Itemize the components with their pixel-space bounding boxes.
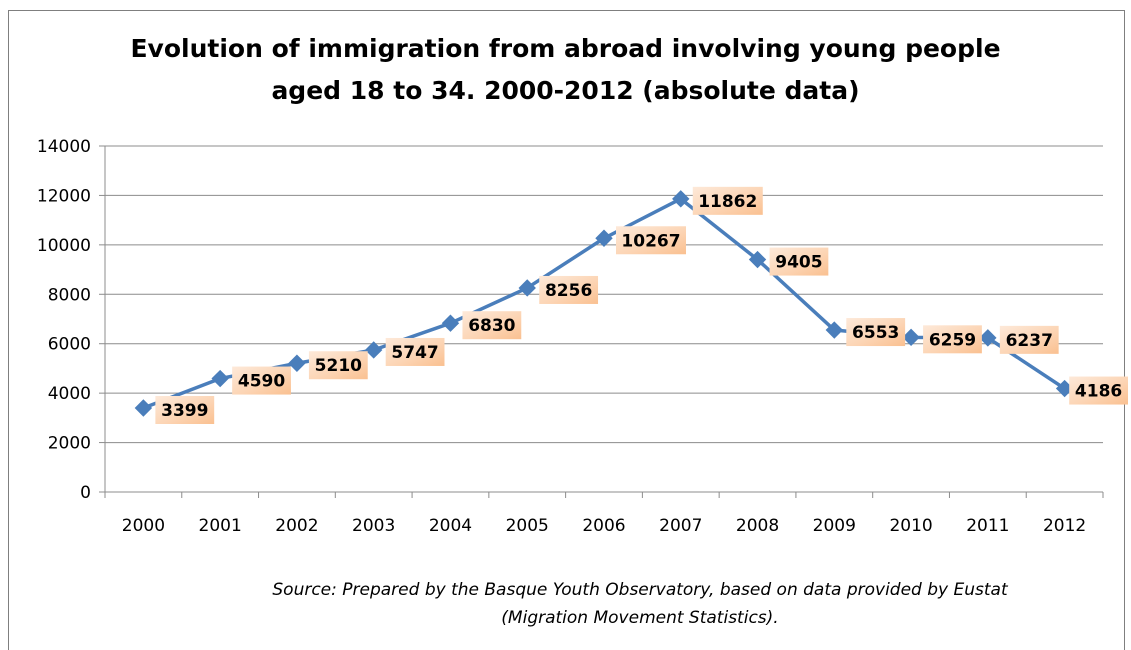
x-tick-label: 2005 — [506, 516, 549, 536]
x-tick-label: 2001 — [199, 516, 242, 536]
data-point-marker — [595, 229, 613, 247]
data-label-box — [308, 351, 368, 380]
data-label-box — [846, 318, 906, 347]
x-tick-label: 2010 — [889, 516, 932, 536]
x-tick-label: 2011 — [966, 516, 1009, 536]
data-label: 6237 — [1006, 331, 1053, 351]
data-label-box — [1069, 376, 1128, 405]
y-tick-label: 14000 — [37, 137, 91, 157]
data-label-box — [692, 186, 763, 215]
data-point-marker — [979, 329, 997, 347]
chart-title: Evolution of immigration from abroad inv… — [0, 28, 1131, 112]
data-label-box — [999, 325, 1059, 354]
x-tick-label: 2012 — [1043, 516, 1086, 536]
data-point-marker — [518, 279, 536, 297]
data-point-marker — [825, 321, 844, 339]
data-label: 6553 — [852, 323, 899, 343]
data-label: 6830 — [468, 316, 515, 336]
y-tick-label: 2000 — [48, 434, 91, 454]
data-label: 10267 — [621, 231, 680, 251]
data-point-marker — [134, 399, 153, 417]
data-label: 4186 — [1075, 382, 1122, 402]
y-tick-label: 12000 — [37, 186, 91, 206]
data-label-box — [923, 325, 982, 354]
data-label-box — [155, 395, 215, 424]
data-point-marker — [211, 369, 229, 388]
data-label: 9405 — [775, 253, 822, 273]
x-tick-label: 2009 — [813, 516, 856, 536]
data-label-box — [232, 366, 291, 395]
data-point-marker — [672, 190, 690, 208]
data-label: 4590 — [238, 372, 285, 392]
data-label: 6259 — [929, 330, 976, 350]
source-line-1: Source: Prepared by the Basque Youth Obs… — [272, 580, 1008, 600]
data-point-marker — [364, 341, 383, 359]
data-label-box — [769, 247, 829, 276]
data-point-marker — [441, 314, 460, 332]
data-point-marker — [748, 250, 767, 269]
x-tick-label: 2004 — [429, 516, 472, 536]
data-label: 11862 — [698, 192, 757, 212]
data-point-marker — [902, 328, 920, 347]
x-tick-label: 2003 — [352, 516, 395, 536]
data-label-box — [385, 337, 445, 366]
data-label-box — [616, 226, 686, 255]
x-tick-label: 2006 — [582, 516, 625, 536]
chart-title-line-2: aged 18 to 34. 2000-2012 (absolute data) — [271, 76, 860, 105]
source-line-2: (Migration Movement Statistics). — [501, 608, 779, 628]
x-tick-label: 2002 — [275, 516, 318, 536]
x-tick-label: 2008 — [736, 516, 779, 536]
data-label: 8256 — [545, 281, 592, 301]
y-tick-label: 0 — [80, 483, 91, 503]
x-tick-label: 2007 — [659, 516, 702, 536]
chart-title-line-1: Evolution of immigration from abroad inv… — [130, 34, 1001, 63]
data-label-box — [462, 311, 522, 340]
y-tick-label: 8000 — [48, 285, 91, 305]
y-tick-label: 4000 — [48, 384, 91, 404]
data-label: 5747 — [391, 343, 438, 363]
data-label: 3399 — [161, 401, 208, 421]
data-point-marker — [288, 354, 306, 372]
chart-frame — [8, 10, 1125, 650]
y-tick-label: 10000 — [37, 236, 91, 256]
data-label: 5210 — [315, 356, 362, 376]
x-tick-label: 2000 — [122, 516, 165, 536]
source-note: Source: Prepared by the Basque Youth Obs… — [190, 576, 1090, 632]
y-tick-label: 6000 — [48, 335, 91, 355]
data-label-box — [539, 275, 599, 304]
